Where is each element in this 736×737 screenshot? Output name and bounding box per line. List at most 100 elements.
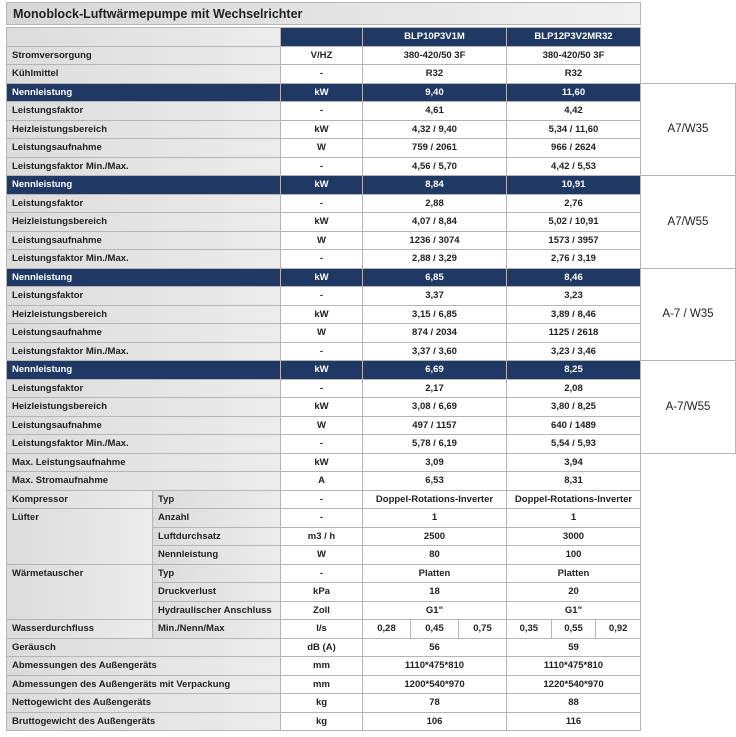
value-cell: Doppel-Rotations-Inverter <box>362 489 507 509</box>
value-cell: 4,42 / 5,53 <box>506 156 641 176</box>
value-cell: 2,76 <box>506 193 641 213</box>
sub-label: Nennleistung <box>152 545 281 565</box>
row-label: Max. Stromaufnahme <box>6 471 281 491</box>
row-label: Leistungsaufnahme <box>6 230 281 250</box>
row-label: Bruttogewicht des Außengeräts <box>6 711 281 731</box>
value-cell: 3,80 / 8,25 <box>506 397 641 417</box>
value-cell: 2,08 <box>506 378 641 398</box>
value-cell: 5,34 / 11,60 <box>506 119 641 139</box>
value-cell: 1 <box>506 508 641 528</box>
unit-cell: A <box>280 471 363 491</box>
condition-label: A7/W35 <box>640 82 736 176</box>
row-label: Leistungsaufnahme <box>6 138 281 158</box>
value-cell: 80 <box>362 545 507 565</box>
value-cell: 0,75 <box>458 619 507 639</box>
value-cell: 1110*475*810 <box>362 656 507 676</box>
unit-cell: - <box>280 341 363 361</box>
value-cell: 4,42 <box>506 101 641 121</box>
row-label: Leistungsfaktor <box>6 101 281 121</box>
row-label: Leistungsfaktor <box>6 286 281 306</box>
row-label: Geräusch <box>6 637 281 657</box>
value-cell: 1110*475*810 <box>506 656 641 676</box>
value-cell: 0,35 <box>506 619 552 639</box>
value-cell: 6,85 <box>362 267 507 287</box>
condition-label: A-7 / W35 <box>640 267 736 361</box>
row-label: Leistungsfaktor <box>6 193 281 213</box>
value-cell: 1573 / 3957 <box>506 230 641 250</box>
value-cell: 4,32 / 9,40 <box>362 119 507 139</box>
value-cell: G1" <box>506 600 641 620</box>
row-label: Nennleistung <box>6 82 281 102</box>
value-cell: 0,92 <box>595 619 641 639</box>
value-cell: 8,84 <box>362 175 507 195</box>
value-cell: 640 / 1489 <box>506 415 641 435</box>
unit-cell: - <box>280 193 363 213</box>
value-cell: 3,23 <box>506 286 641 306</box>
unit-cell: V/HZ <box>280 45 363 65</box>
value-cell: 2,17 <box>362 378 507 398</box>
value-cell: 380-420/50 3F <box>506 45 641 65</box>
unit-cell: - <box>280 286 363 306</box>
row-label: Nennleistung <box>6 360 281 380</box>
row-label: Leistungsfaktor Min./Max. <box>6 249 281 269</box>
value-cell: 4,07 / 8,84 <box>362 212 507 232</box>
component-label: Kompressor <box>6 489 153 509</box>
value-cell: 6,53 <box>362 471 507 491</box>
unit-cell: - <box>280 378 363 398</box>
value-cell: 380-420/50 3F <box>362 45 507 65</box>
row-label: Nennleistung <box>6 175 281 195</box>
model-header: BLP12P3V2MR32 <box>506 27 641 47</box>
value-cell: 497 / 1157 <box>362 415 507 435</box>
unit-cell: kW <box>280 304 363 324</box>
component-label: Wärmetauscher <box>6 563 153 620</box>
unit-cell: kW <box>280 212 363 232</box>
row-label: Leistungsfaktor Min./Max. <box>6 156 281 176</box>
value-cell: 3,37 <box>362 286 507 306</box>
value-cell: 1200*540*970 <box>362 674 507 694</box>
condition-label: A7/W55 <box>640 175 736 269</box>
unit-cell: - <box>280 156 363 176</box>
value-cell: 59 <box>506 637 641 657</box>
value-cell: 20 <box>506 582 641 602</box>
unit-cell: kPa <box>280 582 363 602</box>
row-label: Kühlmittel <box>6 64 281 84</box>
value-cell: 3,15 / 6,85 <box>362 304 507 324</box>
value-cell: 874 / 2034 <box>362 323 507 343</box>
header-blank <box>6 27 281 47</box>
value-cell: 0,55 <box>550 619 597 639</box>
value-cell: R32 <box>506 64 641 84</box>
value-cell: 2500 <box>362 526 507 546</box>
unit-cell: - <box>280 508 363 528</box>
value-cell: 1220*540*970 <box>506 674 641 694</box>
unit-cell: kg <box>280 693 363 713</box>
value-cell: 2,88 <box>362 193 507 213</box>
component-label: Wasserdurchfluss <box>6 619 153 639</box>
row-label: Leistungsaufnahme <box>6 415 281 435</box>
value-cell: 5,02 / 10,91 <box>506 212 641 232</box>
row-label: Heizleistungsbereich <box>6 304 281 324</box>
sub-label: Hydraulischer Anschluss <box>152 600 281 620</box>
value-cell: 3000 <box>506 526 641 546</box>
unit-cell: m3 / h <box>280 526 363 546</box>
value-cell: 0,45 <box>410 619 459 639</box>
unit-cell: kW <box>280 360 363 380</box>
value-cell: 5,54 / 5,93 <box>506 434 641 454</box>
value-cell: 8,31 <box>506 471 641 491</box>
value-cell: 9,40 <box>362 82 507 102</box>
unit-cell: kW <box>280 119 363 139</box>
unit-cell: kg <box>280 711 363 731</box>
value-cell: 8,25 <box>506 360 641 380</box>
row-label: Abmessungen des Außengeräts mit Verpacku… <box>6 674 281 694</box>
unit-cell: W <box>280 230 363 250</box>
value-cell: 100 <box>506 545 641 565</box>
value-cell: 11,60 <box>506 82 641 102</box>
value-cell: 1125 / 2618 <box>506 323 641 343</box>
row-label: Leistungsfaktor Min./Max. <box>6 341 281 361</box>
value-cell: G1" <box>362 600 507 620</box>
value-cell: 10,91 <box>506 175 641 195</box>
unit-cell: kW <box>280 397 363 417</box>
condition-label: A-7/W55 <box>640 360 736 454</box>
unit-cell: - <box>280 64 363 84</box>
unit-cell: kW <box>280 175 363 195</box>
